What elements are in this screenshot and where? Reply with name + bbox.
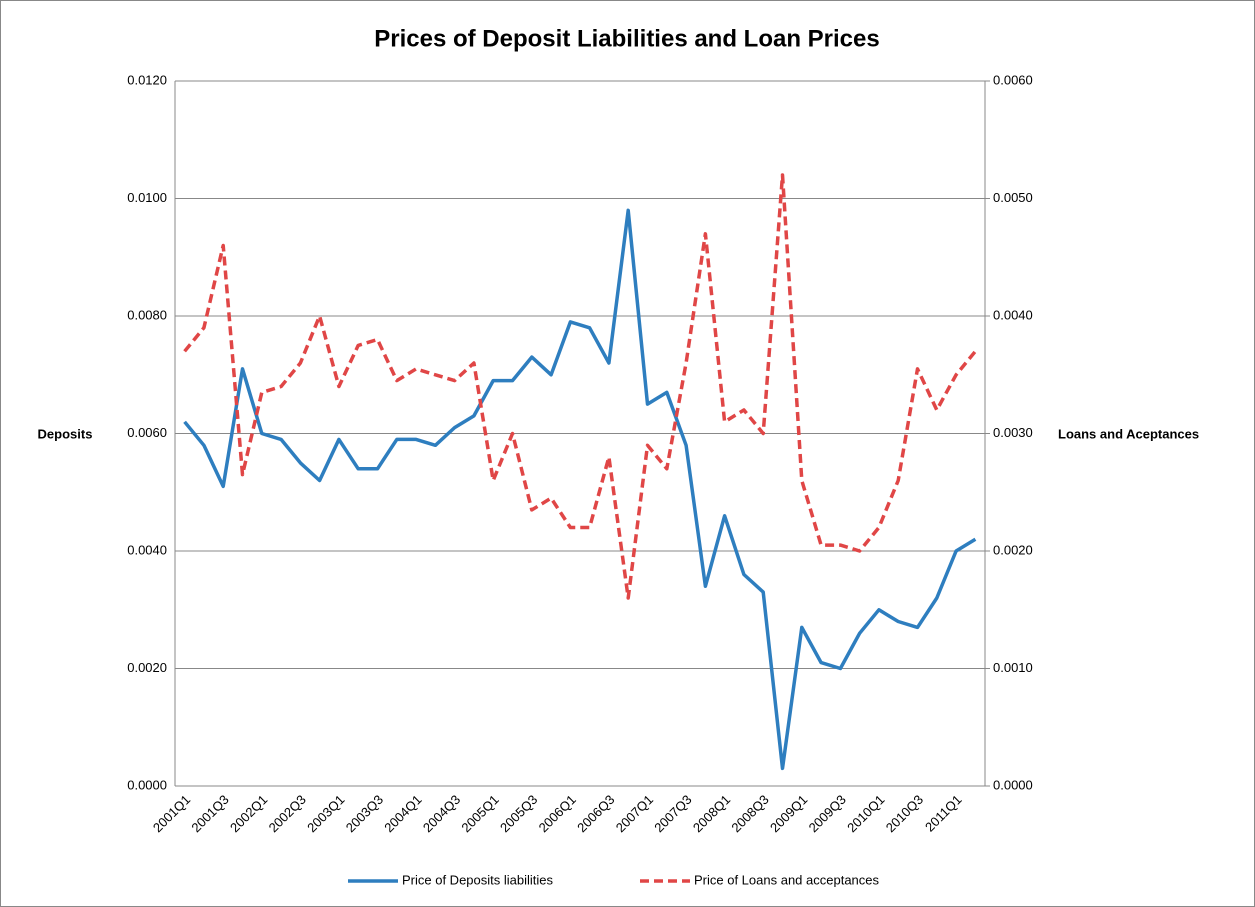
y2-tick-label: 0.0010 bbox=[993, 660, 1033, 675]
legend-label: Price of Loans and acceptances bbox=[694, 872, 880, 887]
y2-tick-label: 0.0040 bbox=[993, 307, 1033, 322]
legend-label: Price of Deposits liabilities bbox=[402, 872, 554, 887]
series-line bbox=[183, 208, 977, 771]
y-tick-label: 0.0040 bbox=[127, 542, 167, 557]
y-axis-label: Deposits bbox=[38, 426, 93, 441]
y-tick-label: 0.0120 bbox=[127, 72, 167, 87]
y2-tick-label: 0.0060 bbox=[993, 72, 1033, 87]
y2-axis-label: Loans and Aceptances bbox=[1058, 426, 1199, 441]
y-tick-label: 0.0060 bbox=[127, 425, 167, 440]
y-tick-label: 0.0000 bbox=[127, 777, 167, 792]
y-tick-label: 0.0080 bbox=[127, 307, 167, 322]
y2-tick-label: 0.0000 bbox=[993, 777, 1033, 792]
y2-tick-label: 0.0020 bbox=[993, 542, 1033, 557]
chart-title: Prices of Deposit Liabilities and Loan P… bbox=[374, 25, 879, 52]
y-tick-label: 0.0020 bbox=[127, 660, 167, 675]
series-line bbox=[183, 173, 977, 600]
y-tick-label: 0.0100 bbox=[127, 190, 167, 205]
y2-tick-label: 0.0050 bbox=[993, 190, 1033, 205]
y2-tick-label: 0.0030 bbox=[993, 425, 1033, 440]
